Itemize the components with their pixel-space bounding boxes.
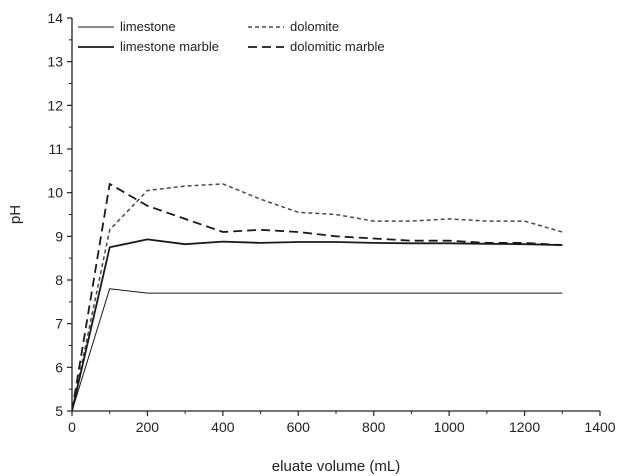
legend: limestone dolomite limestone marble dolomit… (78, 19, 385, 54)
y-tick-label: 5 (55, 403, 63, 419)
x-tick-label: 200 (136, 419, 160, 435)
y-tick-label: 6 (55, 359, 63, 375)
y-tick-label: 9 (55, 228, 63, 244)
y-tick-label: 11 (48, 141, 63, 157)
x-tick-label: 800 (362, 419, 386, 435)
y-tick-label: 13 (47, 54, 63, 70)
y-tick-label: 10 (47, 185, 63, 201)
axes: 0 200 400 600 800 1000 1200 1400 5 6 7 8 9 10 11 12 13 14 (47, 10, 615, 435)
y-tick-label: 7 (55, 316, 63, 332)
x-tick-label: 400 (211, 419, 235, 435)
series-line-limestone (72, 288, 563, 411)
legend-label-limestone: limestone (120, 19, 176, 34)
x-tick-label: 1200 (509, 419, 540, 435)
x-tick-label: 1000 (434, 419, 465, 435)
y-axis-title: pH (7, 205, 24, 224)
y-tick-label: 8 (55, 272, 63, 288)
series-line-dolomite (72, 183, 563, 411)
legend-label-dolomitic-marble: dolomitic marble (290, 39, 385, 54)
x-tick-label: 0 (68, 419, 76, 435)
y-tick-label: 14 (47, 10, 63, 26)
legend-label-limestone-marble: limestone marble (120, 39, 219, 54)
plot-lines (72, 182, 563, 411)
series-line-dolomitic-marble (72, 182, 563, 411)
x-axis-title: eluate volume (mL) (272, 458, 400, 475)
x-tick-label: 1400 (584, 419, 615, 435)
x-tick-label: 600 (287, 419, 311, 435)
series-line-limestone-marble (72, 238, 563, 411)
y-tick-label: 12 (47, 97, 63, 113)
legend-label-dolomite: dolomite (290, 19, 339, 34)
